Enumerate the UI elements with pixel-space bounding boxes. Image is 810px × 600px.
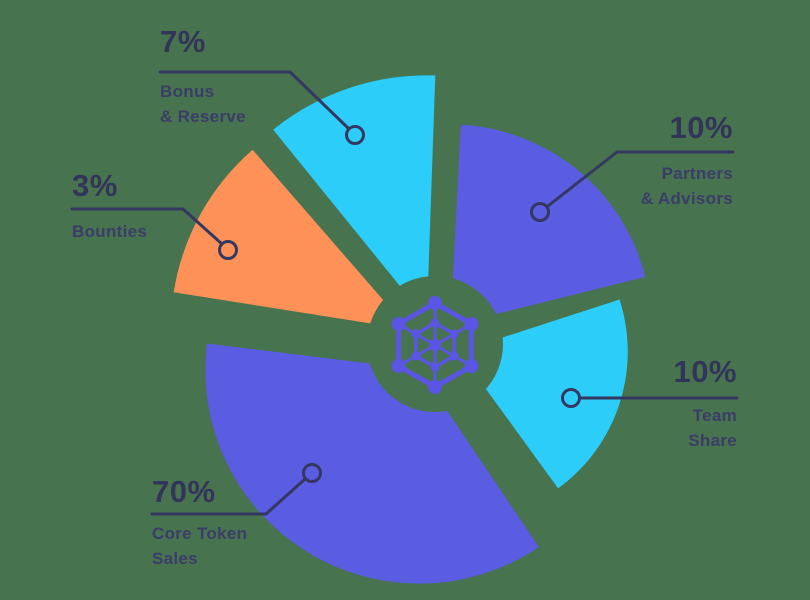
pie-slice-bonus-reserve <box>273 75 436 320</box>
pie-slice-core-token-sales <box>205 343 539 584</box>
marker-bonus-reserve <box>345 125 365 145</box>
leader-line-bounties <box>70 207 224 246</box>
pct-label-bounties: 3% <box>72 168 118 203</box>
icon-nodes <box>391 296 479 394</box>
pct-label-core-token-sales: 70% <box>152 474 216 509</box>
name-label-core-token-sales: Core Token Sales <box>152 524 248 568</box>
marker-partners-advisors <box>530 202 550 222</box>
leader-line-partners-advisors <box>546 150 735 208</box>
marker-team-share <box>561 388 581 408</box>
pct-label-team-share: 10% <box>673 354 737 389</box>
name-label-team-share: Team Share <box>688 406 737 450</box>
pie-slices <box>173 75 646 584</box>
name-label-partners-advisors: Partners & Advisors <box>640 164 733 208</box>
pct-label-bonus-reserve: 7% <box>160 24 206 59</box>
marker-core-token-sales <box>302 463 322 483</box>
leader-line-bonus-reserve <box>158 70 350 130</box>
pie-slice-partners-advisors <box>450 124 646 326</box>
hexagon-network-icon <box>391 296 479 394</box>
marker-bounties <box>218 240 238 260</box>
name-label-bonus-reserve: Bonus & Reserve <box>160 82 246 126</box>
pct-label-partners-advisors: 10% <box>669 110 733 145</box>
leader-line-core-token-sales <box>150 477 307 516</box>
name-label-bounties: Bounties <box>72 222 148 241</box>
pie-slice-bounties <box>173 149 409 330</box>
